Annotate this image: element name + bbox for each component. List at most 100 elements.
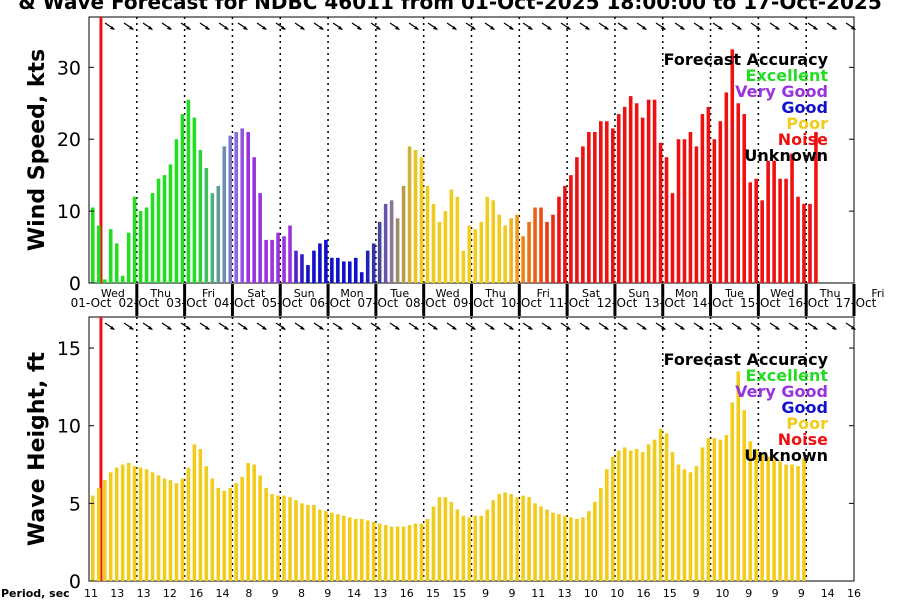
y-tick-label: 10 — [57, 416, 81, 438]
data-bar — [634, 103, 639, 284]
data-bar — [288, 225, 292, 283]
period-tick-label: 9 — [798, 587, 805, 600]
period-tick-label: 16 — [189, 587, 203, 600]
direction-arrow-head — [623, 26, 628, 30]
data-bar — [563, 185, 567, 283]
direction-arrow-head — [623, 326, 628, 330]
data-bar — [742, 410, 747, 581]
direction-arrow-head — [376, 26, 381, 30]
data-bar — [102, 480, 107, 581]
direction-arrow-head — [604, 26, 609, 30]
data-bar — [742, 114, 747, 284]
data-bar — [646, 99, 651, 283]
day-of-week-label: Tue — [389, 287, 409, 300]
data-bar — [455, 196, 460, 283]
period-tick-label: 13 — [558, 587, 572, 600]
data-bar — [222, 490, 227, 581]
data-bar — [222, 146, 227, 283]
date-label: 03-Oct — [166, 296, 207, 310]
direction-arrow-head — [775, 26, 780, 30]
y-tick-label: 20 — [57, 129, 81, 151]
legend-item-label: Good — [781, 398, 828, 417]
date-label: 14-Oct — [692, 296, 733, 310]
day-of-week-label: Fri — [871, 287, 884, 300]
data-bar — [563, 515, 567, 581]
data-bar — [330, 257, 334, 283]
data-bar — [282, 495, 286, 581]
direction-arrow-head — [395, 326, 400, 330]
data-bar — [461, 250, 466, 283]
direction-arrow-head — [243, 326, 248, 330]
data-bar — [479, 221, 484, 283]
data-bar — [491, 500, 496, 581]
data-bar — [581, 517, 585, 581]
direction-arrow-head — [452, 326, 457, 330]
data-bar — [808, 203, 812, 283]
period-tick-label: 9 — [482, 587, 489, 600]
data-bar — [521, 236, 525, 283]
data-bar — [754, 449, 758, 581]
data-bar — [264, 239, 268, 283]
data-bar — [395, 526, 400, 581]
data-bar — [168, 164, 173, 283]
data-bar — [622, 106, 627, 283]
data-bar — [640, 452, 645, 581]
wave-height-panel: 0 5 10 15 Wave Height, ft Forecast Accuracy… — [25, 316, 856, 593]
period-tick-label: 13 — [137, 587, 151, 600]
legend-item-label: Excellent — [746, 66, 829, 85]
period-tick-label: 13 — [110, 587, 124, 600]
data-bar — [676, 139, 681, 283]
data-bar — [162, 478, 167, 581]
data-bar — [353, 518, 358, 581]
direction-arrow-head — [661, 26, 666, 30]
data-bar — [688, 132, 693, 283]
data-bar — [377, 523, 382, 581]
direction-arrow-head — [585, 326, 590, 330]
data-bar — [282, 236, 286, 283]
data-bar — [772, 160, 776, 283]
data-bar — [557, 514, 561, 581]
data-bar — [766, 456, 770, 581]
data-bar — [533, 207, 537, 283]
day-of-week-label: Mon — [340, 287, 363, 300]
direction-arrow-head — [699, 26, 704, 30]
period-tick-label: 9 — [772, 587, 779, 600]
data-bar — [252, 464, 256, 581]
direction-arrow-head — [490, 26, 495, 30]
data-bar — [712, 438, 717, 581]
data-bar — [294, 500, 298, 581]
data-bar — [240, 476, 244, 581]
day-of-week-label: Thu — [819, 287, 841, 300]
direction-arrow-head — [794, 326, 799, 330]
data-bar — [419, 523, 424, 581]
period-tick-label: 9 — [272, 587, 279, 600]
data-bar — [539, 207, 543, 283]
data-bar — [216, 487, 221, 581]
data-bar — [533, 503, 537, 581]
data-bar — [192, 117, 197, 283]
data-bar — [467, 517, 472, 581]
legend-item-label: Noise — [778, 130, 828, 149]
data-bar — [138, 467, 143, 581]
data-bar — [336, 257, 340, 283]
data-bar — [515, 497, 519, 581]
direction-arrow-head — [319, 326, 324, 330]
direction-arrow-head — [851, 326, 856, 330]
data-bar — [736, 371, 741, 581]
data-bar — [240, 128, 244, 283]
data-bar — [389, 200, 394, 283]
date-label: 12-Oct — [597, 296, 638, 310]
data-bar — [557, 196, 561, 283]
y-tick-label: 0 — [69, 571, 81, 593]
data-bar — [491, 200, 496, 283]
data-bar — [276, 495, 280, 581]
data-bar — [509, 494, 513, 581]
date-label: 16-Oct — [788, 296, 829, 310]
data-bar — [694, 466, 699, 581]
data-bar — [658, 428, 663, 581]
data-bar — [748, 441, 753, 581]
data-bar — [736, 103, 741, 284]
data-bar — [234, 132, 239, 283]
data-bar — [443, 211, 448, 283]
